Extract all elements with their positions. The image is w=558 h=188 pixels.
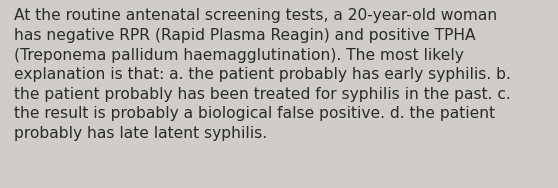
Text: At the routine antenatal screening tests, a 20-year-old woman
has negative RPR (: At the routine antenatal screening tests… <box>14 8 511 141</box>
